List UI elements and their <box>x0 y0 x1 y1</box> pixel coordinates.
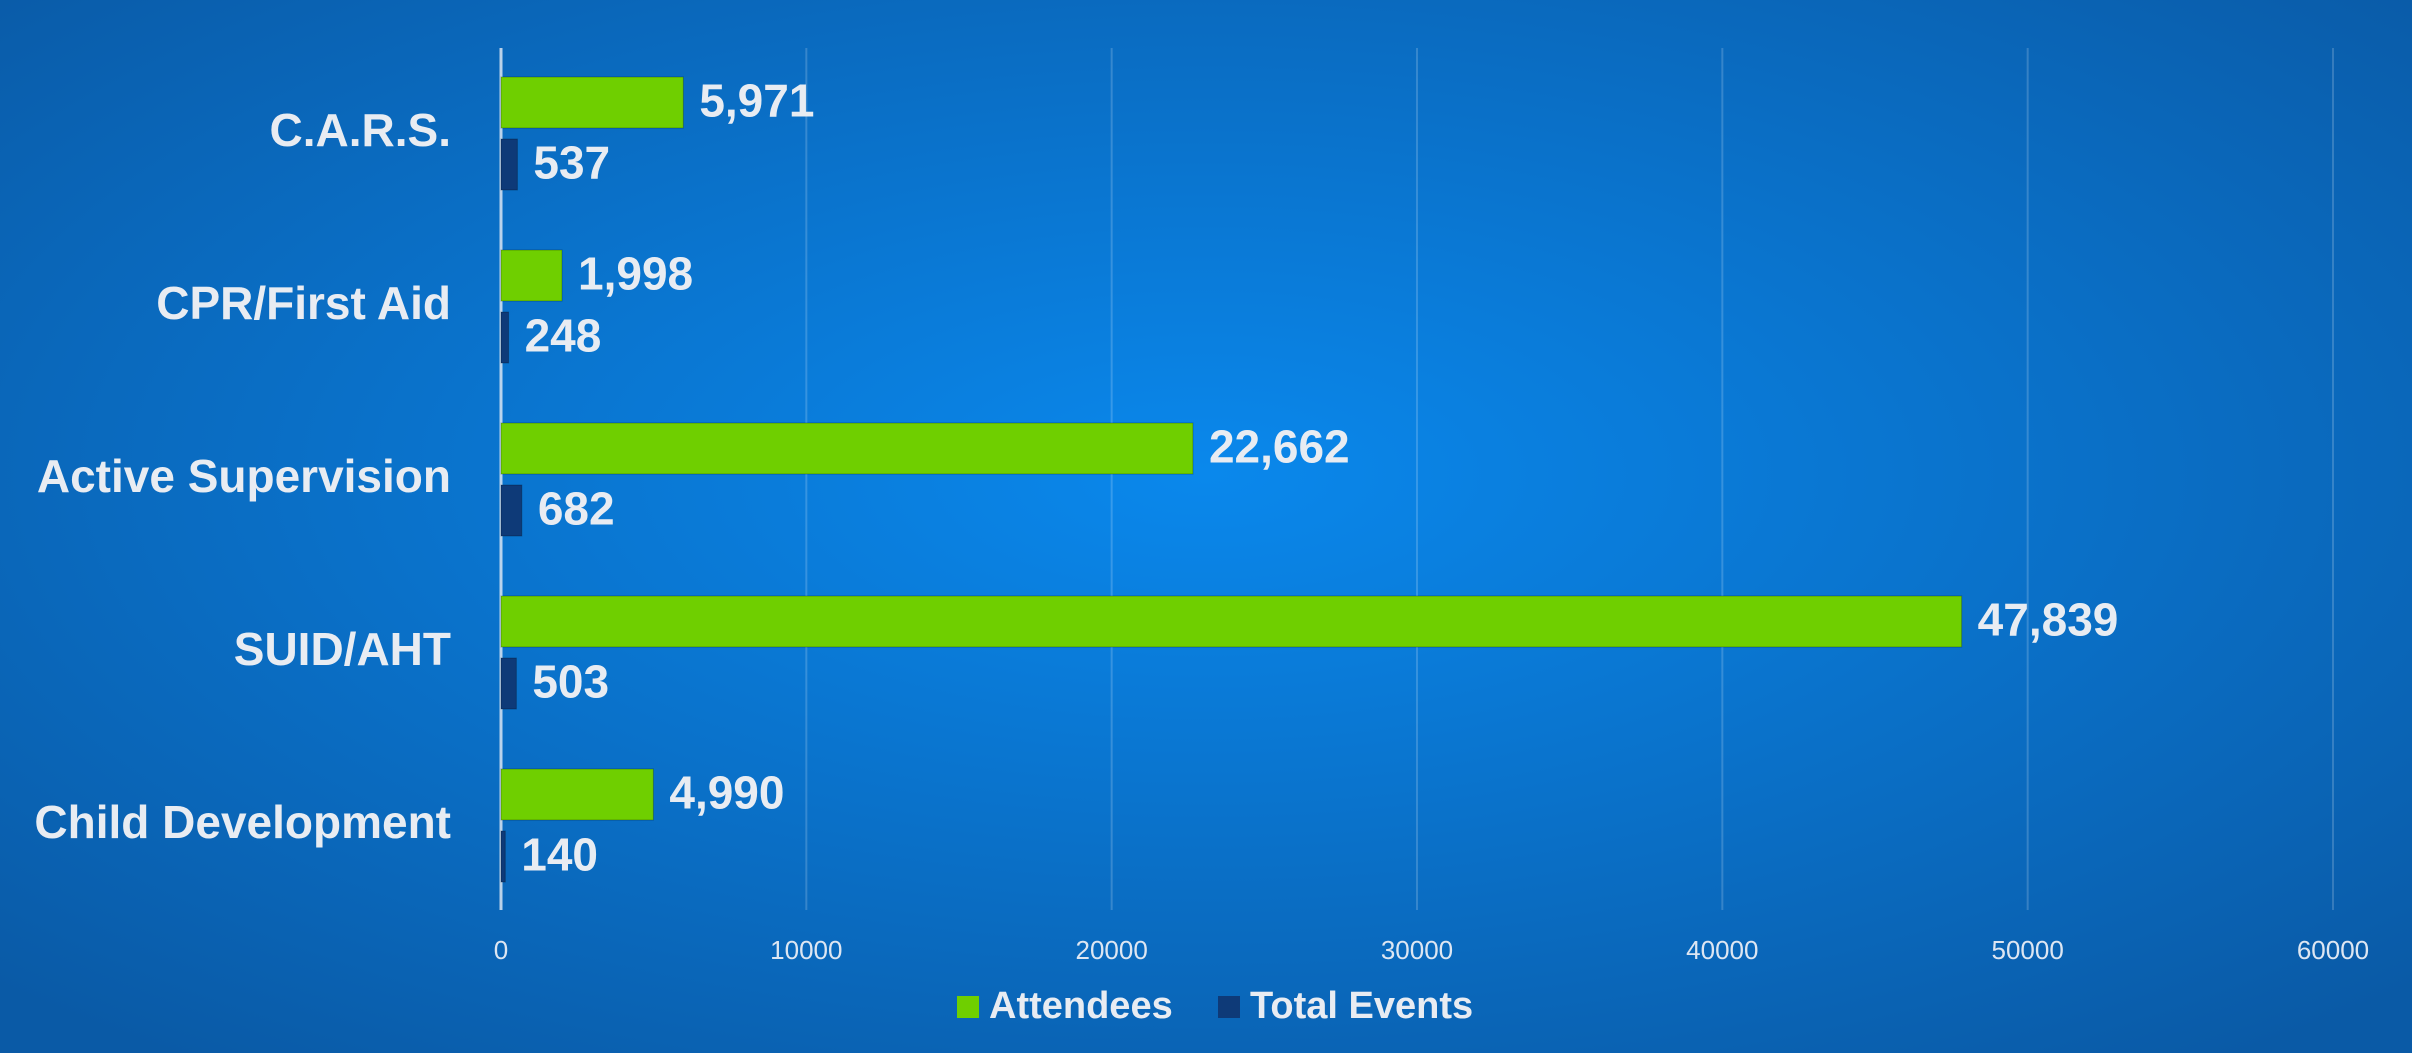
bar <box>500 768 654 821</box>
bar <box>500 138 518 191</box>
data-label: 22,662 <box>1209 421 1350 473</box>
bar <box>500 595 1963 648</box>
data-label: 5,971 <box>699 75 814 127</box>
data-label: 682 <box>538 483 615 535</box>
x-tick-label: 40000 <box>1686 935 1758 965</box>
data-label: 503 <box>532 656 609 708</box>
category-label: C.A.R.S. <box>270 104 451 156</box>
legend-swatch <box>1218 996 1240 1018</box>
legend-swatch <box>957 996 979 1018</box>
category-label: Active Supervision <box>37 450 451 502</box>
bar <box>500 249 563 302</box>
legend-label: Attendees <box>989 985 1173 1027</box>
x-tick-label: 10000 <box>770 935 842 965</box>
data-label: 47,839 <box>1978 594 2119 646</box>
data-label: 140 <box>521 829 598 881</box>
x-tick-label: 20000 <box>1076 935 1148 965</box>
x-tick-label: 0 <box>494 935 508 965</box>
data-label: 1,998 <box>578 248 693 300</box>
bar <box>500 422 1194 475</box>
bar <box>500 311 510 364</box>
x-tick-label: 30000 <box>1381 935 1453 965</box>
data-label: 4,990 <box>669 767 784 819</box>
bar <box>500 830 506 883</box>
bar <box>500 76 684 129</box>
x-tick-label: 60000 <box>2297 935 2369 965</box>
data-label: 537 <box>533 137 610 189</box>
category-label: Child Development <box>34 796 451 848</box>
category-label: SUID/AHT <box>234 623 451 675</box>
data-label: 248 <box>525 310 602 362</box>
bar <box>500 484 523 537</box>
category-label: CPR/First Aid <box>156 277 451 329</box>
legend-label: Total Events <box>1250 985 1473 1027</box>
bar <box>500 657 517 710</box>
x-tick-label: 50000 <box>1992 935 2064 965</box>
